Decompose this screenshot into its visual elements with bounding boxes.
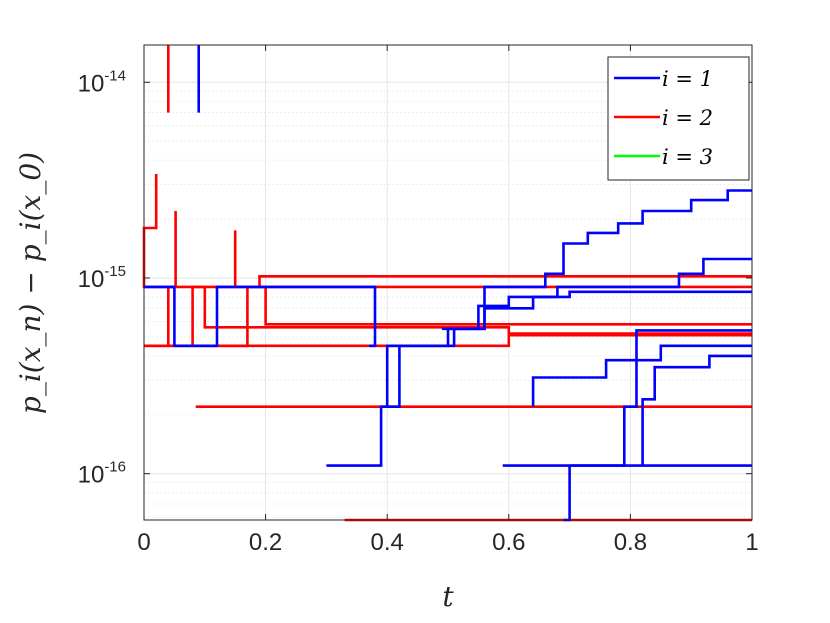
series-line-12 [144,285,377,348]
tick-labels: 0 0.2 0.4 0.6 0.8 1 10-14 10-15 10-16 [78,67,759,556]
x-tick-label: 0 [137,529,150,556]
legend: i = 1 i = 2 i = 3 [607,56,750,181]
x-tick-label: 0.6 [492,529,525,556]
x-axis-label: t [442,580,454,613]
x-tick-label: 0.2 [249,529,282,556]
x-tick-label: 0.4 [371,529,404,556]
grid [143,45,753,520]
series-line-17 [531,344,752,407]
x-tick-label: 0.8 [614,529,647,556]
series-line-8 [144,333,752,348]
y-tick-label: 10-16 [78,459,126,489]
legend-label-2: i = 2 [662,106,713,130]
legend-label-3: i = 3 [662,145,713,169]
series-line-15 [441,257,752,331]
plot-frame [143,44,753,521]
series-line-5 [191,230,237,346]
y-axis-label: p_i(x_n) − p_i(x_0) [14,152,47,414]
y-tick-label: 10-15 [78,263,126,293]
y-tick-label: 10-14 [78,67,126,97]
legend-label-1: i = 1 [662,67,713,91]
series-line-18 [641,354,752,466]
x-tick-label: 1 [745,529,758,556]
data-series [142,45,752,522]
